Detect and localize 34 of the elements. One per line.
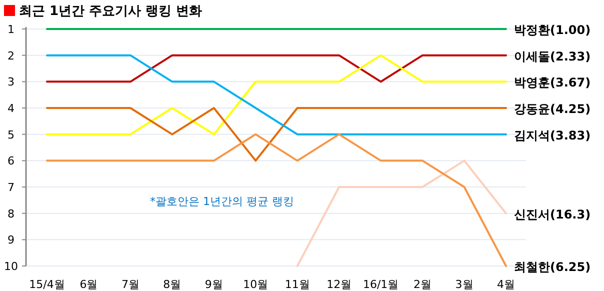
series-label: 신진서(16.3) [514, 207, 591, 222]
y-tick-label: 2 [8, 49, 14, 62]
x-tick-label: 15/4월 [29, 278, 65, 291]
y-tick-label: 3 [8, 76, 14, 89]
x-tick-label: 8월 [163, 278, 182, 291]
y-tick-label: 1 [8, 23, 14, 36]
y-tick-label: 9 [8, 234, 14, 247]
series-label: 이세돌(2.33) [514, 49, 591, 64]
line-series [296, 160, 507, 267]
x-tick-label: 2월 [414, 278, 432, 291]
line-series [46, 133, 507, 267]
series-label: 박영훈(3.67) [514, 76, 591, 90]
series-label: 김지석(3.83) [514, 128, 591, 142]
x-tick-label: 4월 [497, 278, 515, 291]
y-tick-label: 5 [8, 128, 14, 142]
x-tick-label: 7월 [121, 278, 140, 291]
x-tick-label: 9월 [204, 278, 223, 291]
y-tick-label: 4 [8, 102, 14, 115]
x-tick-label: 10월 [243, 278, 268, 291]
y-tick-label: 10 [4, 260, 18, 273]
series-label: 강동윤(4.25) [514, 102, 591, 116]
chart-title: 최근 1년간 주요기사 랭킹 변화 [19, 4, 202, 19]
x-tick-label: 16/1월 [362, 278, 399, 291]
annotation: *괄호안은 1년간의 평균 랭킹 [150, 195, 294, 208]
y-tick-label: 6 [8, 154, 14, 168]
x-tick-label: 6월 [80, 278, 98, 291]
x-tick-label: 3월 [455, 278, 474, 291]
y-tick-label: 7 [8, 181, 14, 194]
x-tick-label: 12월 [326, 278, 352, 291]
series-label: 최철한(6.25) [514, 260, 591, 274]
x-tick-label: 11월 [284, 278, 310, 291]
y-tick-label: 8 [8, 207, 14, 220]
series-label: 박정환(1.00) [514, 23, 591, 37]
line-series [46, 54, 507, 136]
